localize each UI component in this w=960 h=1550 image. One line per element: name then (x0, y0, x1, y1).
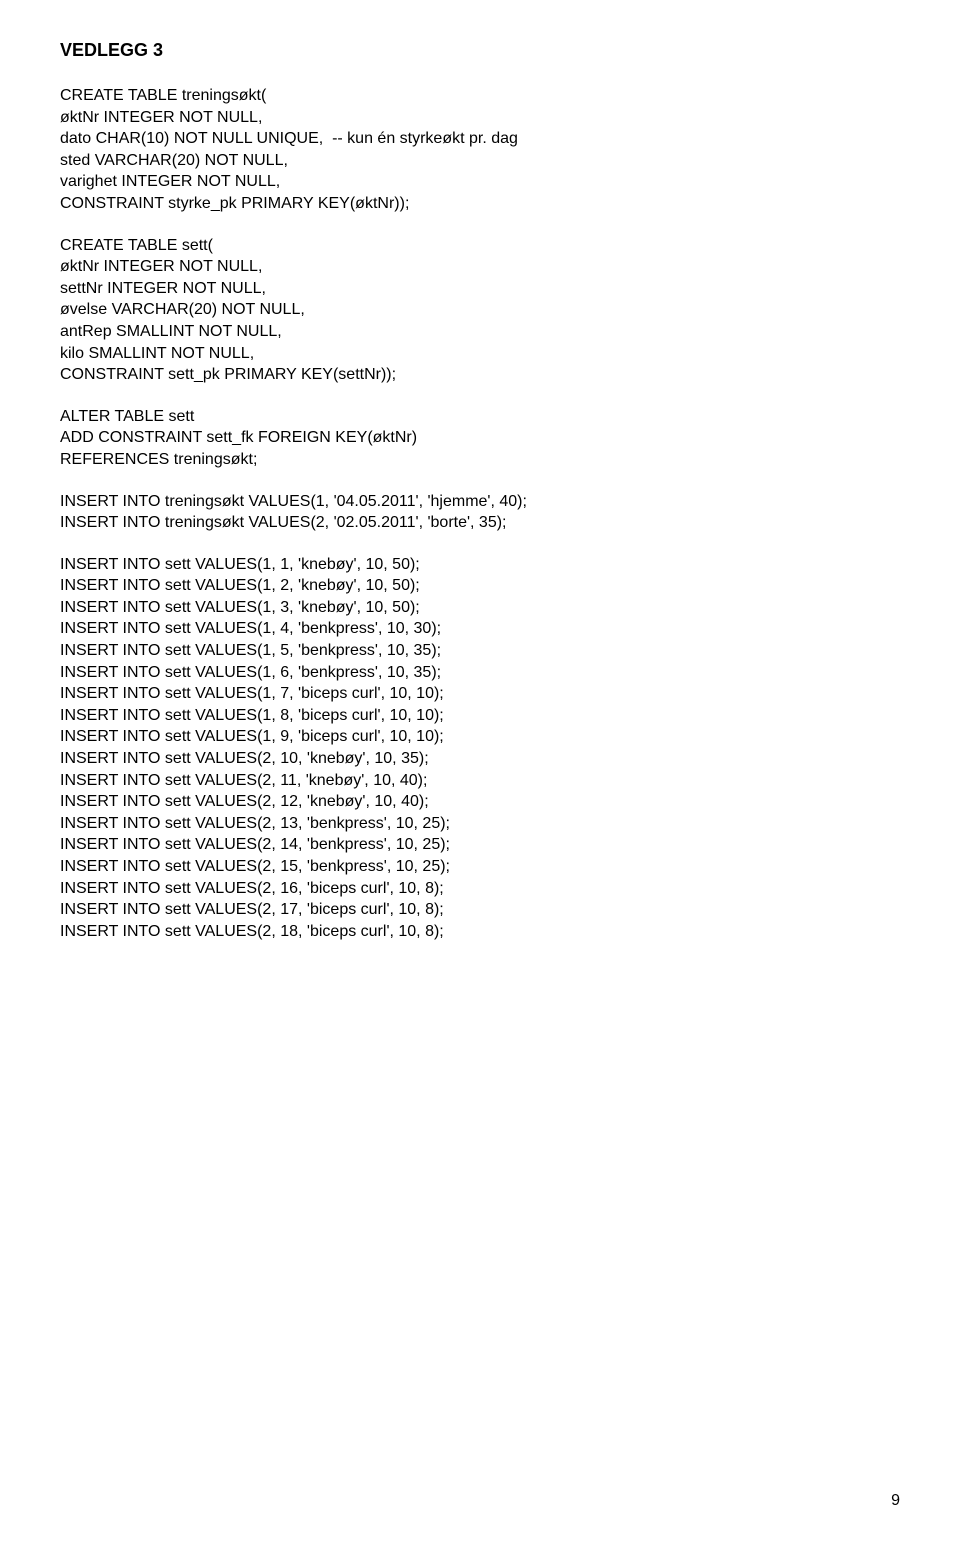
sql-alter-sett: ALTER TABLE sett ADD CONSTRAINT sett_fk … (60, 406, 900, 471)
appendix-heading: VEDLEGG 3 (60, 40, 900, 61)
page-number: 9 (891, 1492, 900, 1510)
sql-create-treningsokt: CREATE TABLE treningsøkt( øktNr INTEGER … (60, 85, 900, 215)
document-page: VEDLEGG 3 CREATE TABLE treningsøkt( øktN… (0, 0, 960, 1550)
sql-insert-treningsokt: INSERT INTO treningsøkt VALUES(1, '04.05… (60, 491, 900, 534)
sql-create-sett: CREATE TABLE sett( øktNr INTEGER NOT NUL… (60, 235, 900, 386)
sql-insert-sett: INSERT INTO sett VALUES(1, 1, 'knebøy', … (60, 554, 900, 943)
